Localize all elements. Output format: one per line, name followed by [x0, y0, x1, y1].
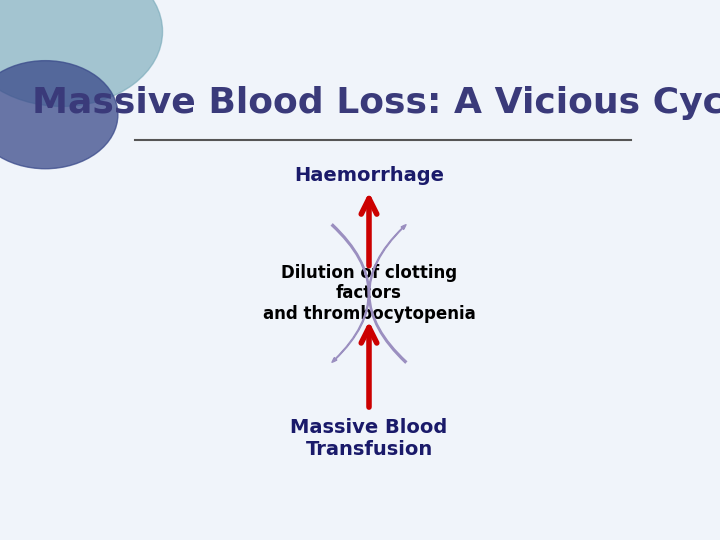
FancyArrowPatch shape: [369, 225, 407, 363]
Circle shape: [0, 0, 163, 106]
Text: Massive Blood
Transfusion: Massive Blood Transfusion: [290, 418, 448, 459]
FancyArrowPatch shape: [331, 224, 369, 362]
Text: Haemorrhage: Haemorrhage: [294, 166, 444, 185]
Text: Dilution of clotting
factors
and thrombocytopenia: Dilution of clotting factors and thrombo…: [263, 264, 475, 323]
Text: Massive Blood Loss: A Vicious Cycle: Massive Blood Loss: A Vicious Cycle: [32, 85, 720, 119]
Circle shape: [0, 60, 118, 168]
